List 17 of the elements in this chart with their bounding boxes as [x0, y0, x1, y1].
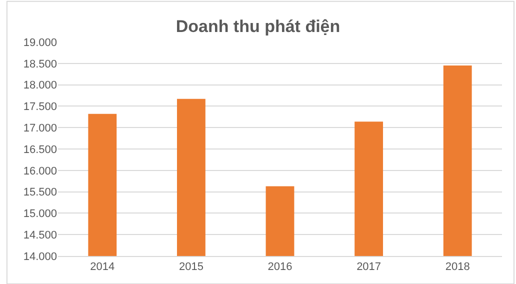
- y-tick-label: 15.000: [23, 208, 57, 220]
- y-tick-label: 16.500: [23, 144, 57, 156]
- x-tick-label: 2015: [178, 261, 204, 274]
- y-tick-label: 16.000: [23, 165, 57, 178]
- y-tick-label: 14.500: [23, 229, 57, 242]
- y-tick-label: 15.500: [23, 186, 57, 199]
- y-tick-label: 18.000: [23, 80, 57, 92]
- y-tick-label: 18.500: [23, 58, 57, 70]
- y-tick-label: 14.000: [23, 250, 57, 263]
- x-tick-label: 2017: [356, 261, 382, 274]
- x-tick-label: 2018: [445, 261, 470, 274]
- x-tick-label: 2016: [268, 261, 292, 274]
- y-tick-label: 19.000: [23, 36, 57, 49]
- y-tick-label: 17.500: [23, 101, 57, 114]
- chart-title: Doanh thu phát điện: [176, 16, 340, 36]
- x-tick-label: 2014: [90, 261, 115, 274]
- y-tick-label: 17.000: [23, 122, 57, 134]
